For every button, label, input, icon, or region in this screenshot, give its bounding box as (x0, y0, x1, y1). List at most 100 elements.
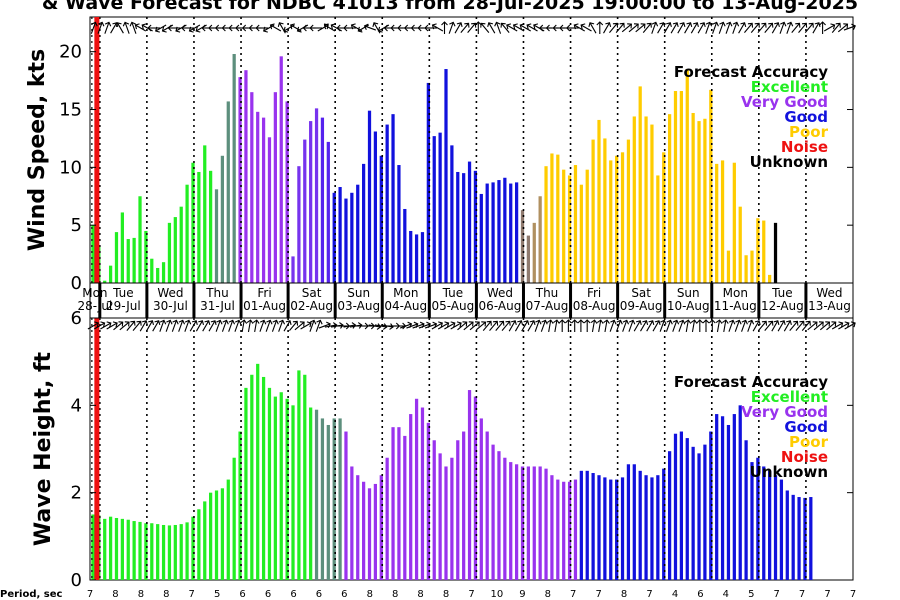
bar (615, 155, 619, 283)
day-date-label: 02-Aug (290, 299, 333, 313)
bar (156, 267, 160, 283)
direction-arrow (798, 22, 808, 33)
bar (191, 162, 195, 283)
bar (709, 89, 713, 283)
direction-arrow (677, 22, 686, 34)
direction-arrow (139, 320, 148, 332)
day-date-label: 30-Jul (153, 299, 188, 313)
bar (550, 475, 554, 580)
wind-speed-panel: 0 5 10 15 20 Wind Speed, kts Forecast Accuracy… (25, 16, 856, 294)
direction-arrow (642, 22, 652, 33)
bar (179, 206, 183, 283)
bar (138, 521, 142, 580)
period-value-label: 7 (646, 589, 652, 600)
bar (320, 418, 325, 580)
direction-arrow (202, 320, 211, 332)
bar (750, 250, 754, 283)
bar (544, 166, 548, 283)
direction-arrow (670, 22, 679, 34)
direction-arrow (467, 22, 477, 33)
bar (544, 468, 548, 580)
bar (309, 407, 313, 580)
direction-arrow (289, 320, 299, 331)
day-weekday-label: Mon (723, 286, 748, 300)
bar (297, 166, 301, 283)
legend-entry: Poor (789, 433, 829, 451)
direction-arrow (454, 22, 463, 34)
bar (720, 416, 725, 580)
bar (485, 431, 489, 580)
bar (273, 396, 277, 580)
direction-arrow (147, 24, 161, 32)
bar (673, 433, 678, 580)
direction-arrow (87, 321, 99, 330)
bar (738, 206, 742, 283)
bar (191, 516, 195, 580)
bar (679, 91, 683, 284)
bar (597, 119, 601, 284)
bar (144, 230, 148, 283)
y-tick-label: 2 (71, 483, 82, 504)
direction-arrow (577, 319, 585, 332)
period-value-label: 8 (112, 589, 118, 600)
legend-entry: Very Good (741, 403, 828, 421)
bar (238, 431, 242, 580)
bar (385, 124, 389, 283)
bar (285, 101, 289, 284)
direction-arrow (771, 22, 780, 34)
bar (479, 418, 483, 580)
direction-arrow (271, 319, 279, 332)
day-label-strip: Mon28-JulTue29-JulWed30-JulThu31-JulFri0… (78, 282, 854, 319)
direction-arrow (725, 21, 733, 34)
period-value-label: 6 (697, 589, 703, 600)
bar (667, 451, 672, 580)
bar (585, 169, 589, 283)
bar (314, 409, 319, 580)
period-value-label: 8 (417, 589, 423, 600)
direction-arrow (628, 23, 639, 33)
direction-arrow (195, 320, 205, 332)
bar (656, 175, 660, 283)
bar (556, 479, 560, 580)
bar (309, 121, 313, 283)
period-value-label: 7 (189, 589, 195, 600)
direction-arrow (831, 22, 841, 33)
direction-arrow (374, 323, 388, 330)
legend-entry: Poor (789, 123, 829, 141)
direction-arrow (826, 321, 837, 331)
bar (632, 464, 636, 580)
bar (768, 470, 772, 580)
bar (232, 54, 236, 284)
day-date-label: 06-Aug (479, 299, 522, 313)
period-strip: Period, sec 7 8 8 8 7 5 6 6 6 6 6 8 8 8 8 7 10 9 8 7 7 8 7 4 6 4 5 7… (0, 589, 856, 600)
chart-title: & Wave Forecast for NDBC 41013 from 28-J… (42, 0, 858, 14)
direction-arrow (837, 23, 849, 33)
direction-arrow (718, 21, 726, 34)
direction-arrow (487, 22, 496, 34)
day-weekday-label: Sun (347, 286, 370, 300)
direction-arrow (145, 320, 155, 332)
bar (538, 466, 542, 580)
direction-arrow (283, 320, 292, 332)
bar (356, 184, 360, 283)
bar (326, 141, 330, 283)
direction-arrow (278, 319, 286, 332)
bar (332, 418, 336, 580)
direction-arrow (100, 321, 112, 330)
bar (597, 475, 601, 580)
day-weekday-label: Wed (816, 286, 842, 300)
day-date-label: 29-Jul (106, 299, 141, 313)
period-value-label: 5 (748, 589, 754, 600)
bar (620, 477, 625, 580)
direction-arrow (309, 24, 323, 32)
bar (768, 274, 772, 283)
direction-arrow (652, 320, 661, 332)
bar (762, 220, 766, 283)
direction-arrow (672, 319, 680, 332)
bar (497, 451, 501, 580)
bar (809, 497, 813, 580)
day-weekday-label: Sat (631, 286, 651, 300)
bar (426, 422, 430, 580)
bar (467, 390, 472, 580)
bar (373, 131, 378, 283)
